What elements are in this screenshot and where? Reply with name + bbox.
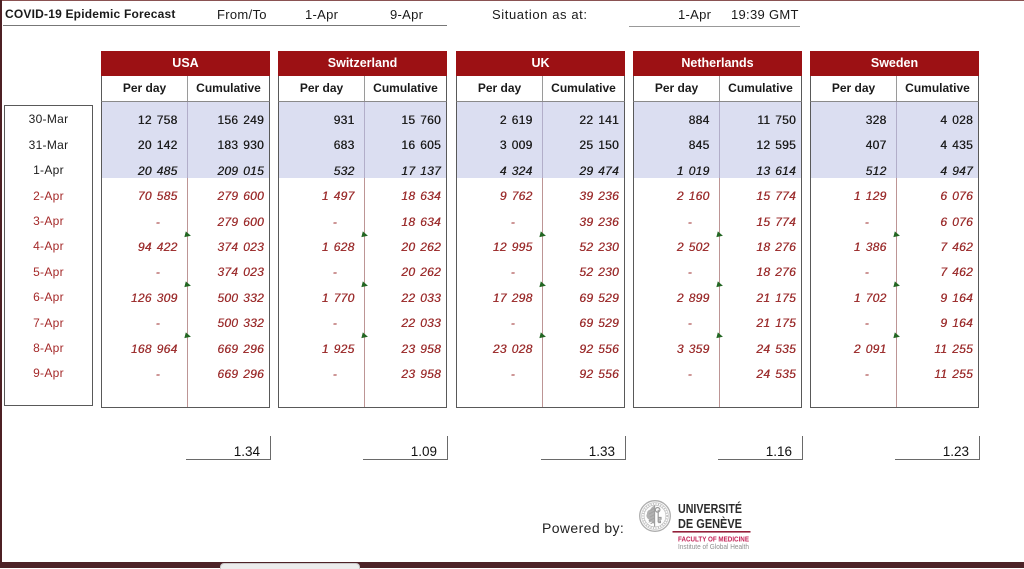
svg-text:Institute of Global Health: Institute of Global Health (678, 542, 749, 551)
svg-text:DE GENÈVE: DE GENÈVE (678, 516, 742, 531)
svg-text:UNIVERSITÉ: UNIVERSITÉ (678, 501, 742, 516)
svg-text:FACULTY OF MEDICINE: FACULTY OF MEDICINE (678, 537, 749, 544)
